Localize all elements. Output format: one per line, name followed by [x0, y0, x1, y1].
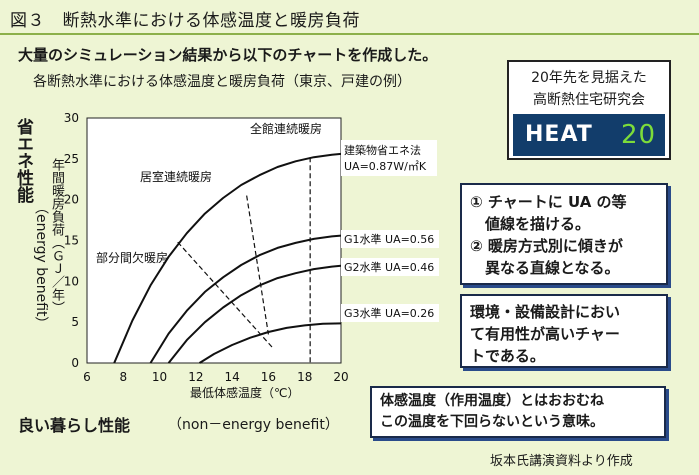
- series-line-2: [167, 264, 342, 364]
- x-tick-5: 16: [261, 370, 276, 384]
- heat-logo-word: HEAT: [525, 122, 593, 147]
- y-axis-label: 年間暖房負荷（ＧＪ／年）: [49, 158, 64, 314]
- chart-title: 各断熱水準における体感温度と暖房負荷（東京、戸建の例）: [33, 74, 411, 90]
- y-tick-0: 0: [71, 356, 79, 370]
- series-label-s0-line1: 建築物省エネ法: [344, 143, 421, 157]
- heat-logo-number: 20: [621, 120, 657, 150]
- callout-operative-temp: 体感温度（作用温度）とはおおむね この温度を下回らないという意味。: [370, 386, 666, 438]
- heat20-logo: 20年先を見据えた 高断熱住宅研究会 HEAT 20: [507, 60, 671, 160]
- y-tick-6: 30: [64, 111, 79, 125]
- heat-logo-line2: 高断熱住宅研究会: [533, 92, 645, 108]
- callout-usefulness-line3: トである。: [470, 347, 545, 365]
- callout-ua-lines: ① チャートに UA の等 値線を描ける。 ② 暖房方式別に傾きが 異なる直線と…: [460, 183, 668, 285]
- series-label-s0-line2: UA=0.87W/㎡K: [344, 160, 427, 173]
- callout-ua-line4: 異なる直線となる。: [470, 259, 620, 277]
- x-tick-labels: 6 8 10 12 14 16 18 20: [83, 370, 348, 384]
- x-tick-3: 12: [188, 370, 203, 384]
- series-label-box-s3: G3水準 UA=0.26: [341, 304, 439, 322]
- x-tick-0: 6: [83, 370, 91, 384]
- callout-ua-line2: 値線を描ける。: [470, 215, 591, 233]
- x-axis-title: 良い暮らし性能: [18, 416, 131, 435]
- series-label-s3: G3水準 UA=0.26: [344, 306, 434, 320]
- x-tick-1: 8: [119, 370, 127, 384]
- y-axis-title-en: （energy benefit）: [33, 200, 49, 331]
- series-label-s2: G2水準 UA=0.46: [344, 260, 434, 274]
- y-tick-3: 15: [64, 234, 79, 248]
- series-line-1: [149, 234, 342, 364]
- callout-usefulness-line1: 環境・設備設計におい: [470, 303, 621, 321]
- callout-ua-line3: ② 暖房方式別に傾きが: [470, 237, 623, 255]
- y-tick-2: 10: [64, 274, 79, 288]
- heat-logo-band: HEAT 20: [513, 114, 665, 156]
- figure-title: 図３ 断熱水準における体感温度と暖房負荷: [10, 11, 360, 31]
- lead-text: 大量のシミュレーション結果から以下のチャートを作成した。: [18, 46, 438, 64]
- series-label-box-s0: 建築物省エネ法 UA=0.87W/㎡K: [341, 140, 437, 176]
- callout-operative-line2: この温度を下回らないという意味。: [380, 414, 604, 430]
- x-tick-4: 14: [225, 370, 240, 384]
- callout-ua-line1: ① チャートに UA の等: [470, 193, 627, 211]
- series-line-0: [113, 152, 342, 364]
- y-tick-5: 25: [64, 152, 79, 166]
- series-lines: [113, 152, 342, 364]
- callout-usefulness: 環境・設備設計におい て有用性が高いチャー トである。: [460, 294, 668, 368]
- y-tick-1: 5: [71, 315, 79, 329]
- callout-operative-line1: 体感温度（作用温度）とはおおむね: [380, 393, 604, 409]
- x-axis-title-en: （non－energy benefit）: [168, 417, 339, 433]
- heat-logo-line1: 20年先を見据えた: [531, 70, 647, 86]
- plot-area: [86, 117, 342, 364]
- title-rule: [0, 33, 699, 35]
- series-label-box-s2: G2水準 UA=0.46: [341, 258, 439, 276]
- x-tick-2: 10: [152, 370, 167, 384]
- x-tick-6: 18: [297, 370, 312, 384]
- source-credit: 坂本氏講演資料より作成: [490, 454, 633, 469]
- guide-lines: [177, 157, 311, 363]
- y-axis-title: 省エネ性能: [13, 118, 33, 203]
- guide-label-kyoshitsu: 居室連続暖房: [140, 169, 212, 184]
- x-axis-label: 最低体感温度（℃）: [190, 385, 299, 400]
- y-tick-4: 20: [64, 193, 79, 207]
- series-label-box-s1: G1水準 UA=0.56: [341, 230, 439, 248]
- y-tick-labels: 0 5 10 15 20 25 30: [64, 111, 79, 370]
- guide-label-zenkan: 全館連続暖房: [250, 121, 322, 136]
- callout-usefulness-line2: て有用性が高いチャー: [470, 325, 620, 343]
- series-label-s1: G1水準 UA=0.56: [344, 232, 434, 246]
- x-tick-7: 20: [333, 370, 348, 384]
- series-line-3: [198, 322, 342, 364]
- guide-label-bubun: 部分間欠暖房: [96, 250, 168, 265]
